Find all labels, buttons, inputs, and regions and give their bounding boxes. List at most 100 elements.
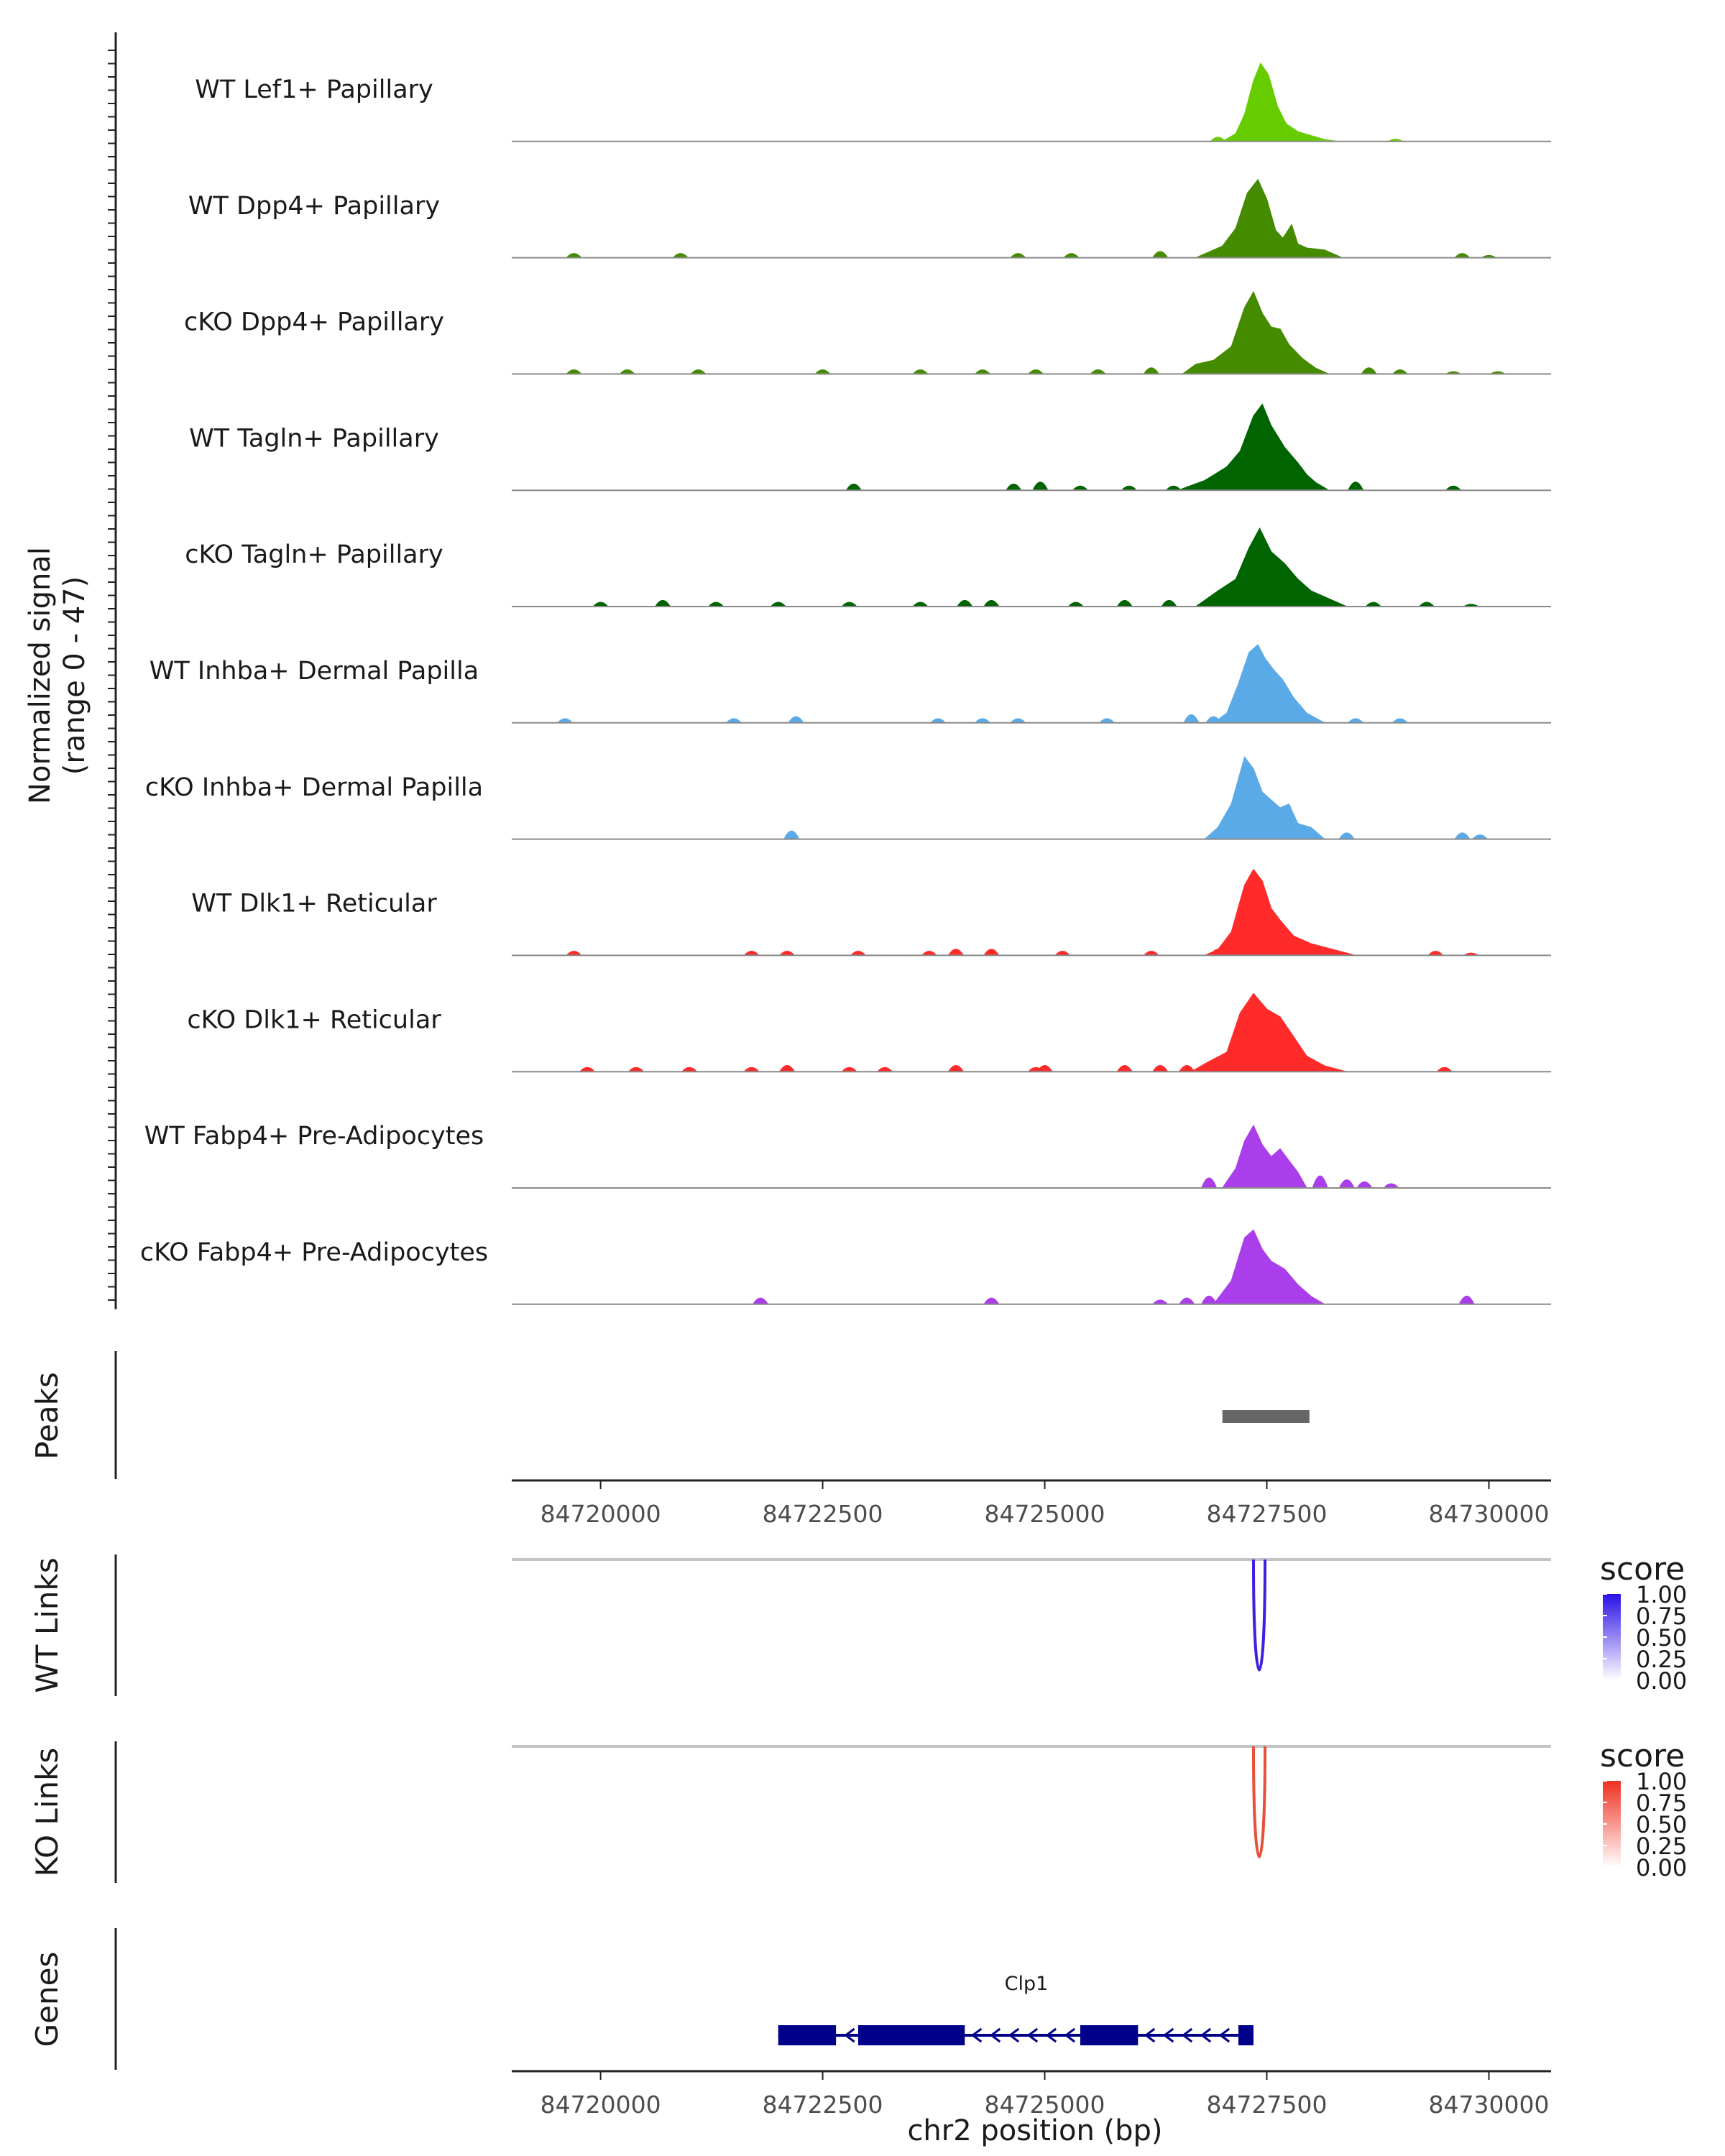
coverage-track: cKO Inhba+ Dermal Papilla <box>145 756 1551 840</box>
strand-arrow <box>1162 2027 1174 2043</box>
x-tick-label: 84725000 <box>985 2091 1105 2119</box>
coverage-small-peak <box>841 1067 857 1072</box>
coverage-y-title: Normalized signal (range 0 - 47) <box>24 547 91 804</box>
coverage-small-peak <box>619 369 635 374</box>
coverage-small-peak <box>1436 1067 1453 1072</box>
coverage-track: cKO Dpp4+ Papillary <box>184 290 1551 375</box>
coverage-small-peak <box>579 1067 596 1072</box>
coverage-small-peak <box>1458 1295 1475 1304</box>
coverage-panel: WT Lef1+ Papillary WT Dpp4+ Papillary cKO … <box>24 32 1551 1309</box>
links-label: WT Links <box>29 1557 65 1692</box>
coverage-small-peak <box>779 1065 796 1072</box>
coverage-main-peak <box>1195 178 1343 259</box>
x-tick-label: 84727500 <box>1207 1500 1328 1528</box>
coverage-small-peak <box>947 1065 964 1072</box>
coverage-small-peak <box>975 718 991 723</box>
legend-tick-label: 1.00 <box>1636 1768 1687 1795</box>
coverage-small-peak <box>1383 1183 1399 1188</box>
coverage-main-peak <box>1181 290 1330 374</box>
coverage-small-peak <box>1116 599 1133 607</box>
gene-name-label: Clp1 <box>1005 1973 1049 1995</box>
strand-arrow <box>1218 2027 1230 2043</box>
coverage-small-peak <box>1099 718 1116 723</box>
track-label: WT Dlk1+ Reticular <box>191 890 437 918</box>
coverage-small-peak <box>1121 485 1137 491</box>
coverage-small-peak <box>1392 718 1408 723</box>
coverage-track: WT Lef1+ Papillary <box>195 62 1551 142</box>
x-tick-label: 84720000 <box>540 1500 661 1528</box>
legend-tick-label: 0.00 <box>1636 1854 1687 1881</box>
coverage-small-peak <box>1348 482 1364 491</box>
track-label: cKO Fabp4+ Pre-Adipocytes <box>140 1238 488 1267</box>
legend-tick-label: 1.00 <box>1636 1581 1687 1608</box>
coverage-small-peak <box>1179 1065 1195 1072</box>
x-tick-label: 84730000 <box>1429 1500 1550 1528</box>
coverage-small-peak <box>779 950 796 956</box>
strand-arrow <box>1200 2027 1212 2043</box>
coverage-small-peak <box>1028 369 1044 374</box>
coverage-small-peak <box>566 369 582 374</box>
track-label: cKO Dlk1+ Reticular <box>187 1005 441 1034</box>
legend-tick-label: 0.50 <box>1636 1624 1687 1651</box>
strand-arrow <box>1181 2027 1193 2043</box>
coverage-main-peak <box>1203 756 1326 840</box>
links-title: KO Links <box>29 1748 65 1877</box>
track-label: WT Dpp4+ Papillary <box>188 192 440 221</box>
coverage-small-peak <box>1201 1295 1218 1304</box>
coverage-small-peak <box>1179 1297 1195 1304</box>
x-tick-label: 84730000 <box>1429 2091 1550 2119</box>
coverage-small-peak <box>1072 485 1088 491</box>
coverage-main-peak <box>1213 1229 1326 1305</box>
coverage-main-peak <box>1190 992 1347 1072</box>
x-tick-label: 84722500 <box>763 1500 883 1528</box>
x-tick-label: 84727500 <box>1207 2091 1328 2119</box>
coverage-small-peak <box>1210 949 1226 956</box>
x-axis-title: chr2 position (bp) <box>907 2114 1162 2147</box>
coverage-small-peak <box>1152 1299 1169 1304</box>
coverage-small-peak <box>1445 485 1462 491</box>
peaks-panel: Peaks <box>29 1351 1310 1479</box>
coverage-small-peak <box>566 950 582 956</box>
strand-arrow <box>1026 2027 1039 2043</box>
coverage-track: WT Inhba+ Dermal Papilla <box>150 644 1551 724</box>
coverage-small-peak <box>1010 253 1026 258</box>
peak-region <box>1222 1410 1310 1423</box>
coverage-small-peak <box>1183 714 1200 723</box>
coverage-small-peak <box>681 1067 698 1072</box>
coverage-small-peak <box>788 716 804 723</box>
legend-title: score <box>1600 1738 1685 1774</box>
coverage-small-peak <box>1472 834 1489 839</box>
strand-arrow <box>1144 2027 1156 2043</box>
strand-arrow <box>844 2027 855 2043</box>
coverage-main-peak <box>1177 403 1330 491</box>
coverage-small-peak <box>1361 367 1377 374</box>
coverage-small-peak <box>957 599 973 607</box>
coverage-small-peak <box>912 369 929 374</box>
coverage-small-peak <box>1365 602 1381 607</box>
coverage-small-peak <box>975 369 991 374</box>
coverage-small-peak <box>947 949 964 956</box>
x-tick-label: 84725000 <box>985 1500 1105 1528</box>
genes-panel: Genes Clp1 <box>29 1928 1254 2070</box>
coverage-small-peak <box>1338 1179 1355 1188</box>
coverage-small-peak <box>592 602 609 607</box>
coverage-y-title-line1: Normalized signal <box>24 547 57 804</box>
coverage-small-peak <box>1165 485 1182 491</box>
track-label: cKO Inhba+ Dermal Papilla <box>145 773 483 802</box>
coverage-small-peak <box>1152 1065 1169 1072</box>
coverage-small-peak <box>1090 369 1106 374</box>
coverage-small-peak <box>1143 367 1159 374</box>
link-arc <box>1251 1559 1267 1672</box>
coverage-track: cKO Dlk1+ Reticular <box>187 992 1551 1073</box>
coverage-small-peak <box>1201 1177 1218 1188</box>
coverage-small-peak <box>1312 1175 1328 1188</box>
gene-exon <box>778 2025 837 2045</box>
legend-title: score <box>1600 1551 1685 1588</box>
strand-arrow <box>989 2027 1001 2043</box>
x-axis-bottom: 84720000 84722500 84725000 84727500 84730000 <box>512 2070 1551 2119</box>
coverage-small-peak <box>1054 950 1071 956</box>
coverage-main-peak <box>1221 1124 1307 1189</box>
coverage-track: WT Fabp4+ Pre-Adipocytes <box>144 1122 1551 1189</box>
